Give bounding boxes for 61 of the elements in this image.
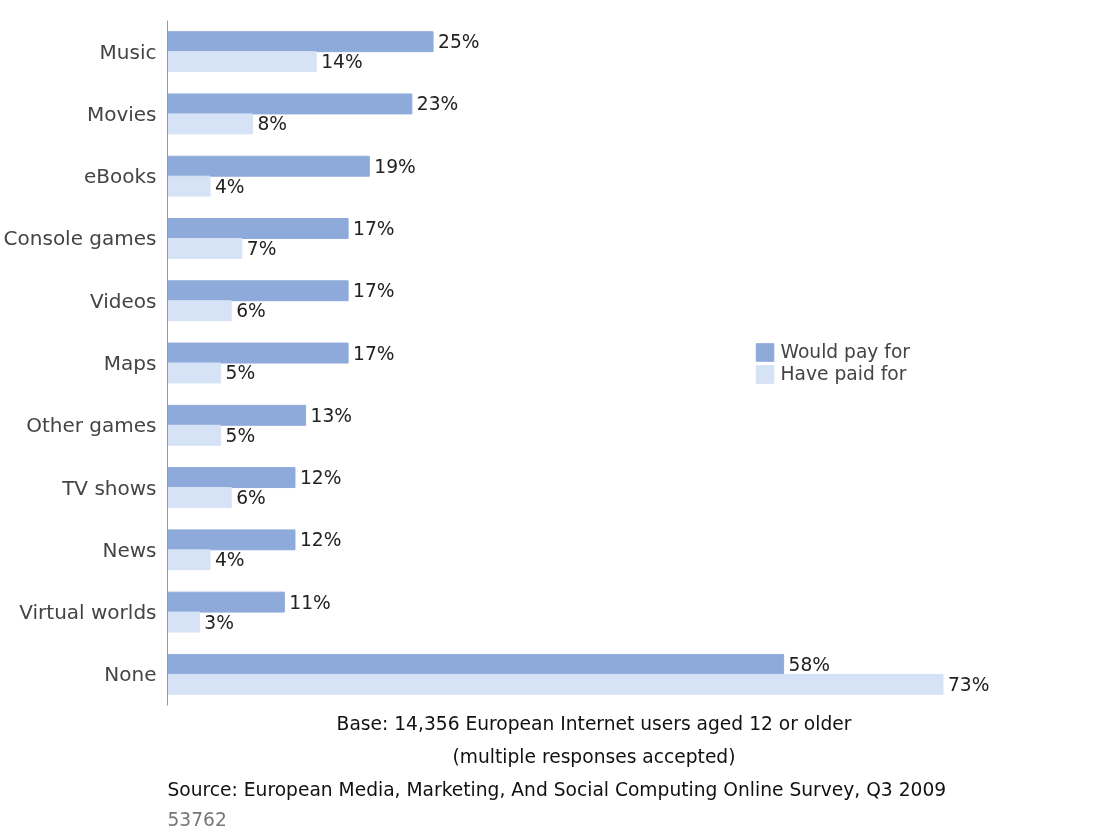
data-label: 8%	[257, 113, 288, 135]
y-tick-label: Movies	[86, 101, 157, 126]
data-label: 19%	[374, 155, 416, 177]
y-tick-label: eBooks	[84, 164, 157, 189]
bar	[167, 487, 232, 508]
bar	[167, 93, 413, 115]
y-tick-label: Videos	[90, 288, 157, 313]
data-label: 7%	[246, 237, 277, 259]
data-label: 17%	[353, 280, 395, 302]
data-label: 5%	[225, 362, 256, 384]
source-note: Source: European Media, Marketing, And Social Computing Online Survey, Q3 2009	[167, 778, 947, 800]
y-tick-label: Maps	[103, 351, 157, 375]
bar	[167, 280, 349, 302]
data-label: 17%	[353, 217, 395, 239]
bar	[167, 653, 785, 675]
data-label: 6%	[236, 300, 266, 322]
data-label: 73%	[947, 673, 990, 695]
bar	[167, 673, 944, 695]
bar	[167, 591, 285, 613]
data-label: 13%	[310, 404, 353, 426]
data-label: 14%	[321, 51, 363, 73]
data-label: 6%	[236, 487, 266, 509]
text: (multiple responses accepted)	[452, 745, 736, 767]
text: Base: 14,356 European Internet users aged 12 or older	[336, 712, 852, 734]
bar	[167, 31, 434, 53]
legend-label: Have paid for	[780, 363, 907, 384]
bar	[167, 218, 349, 239]
bar	[167, 611, 200, 633]
bar	[167, 529, 296, 551]
data-label: 58%	[788, 653, 831, 675]
data-label: 4%	[214, 549, 245, 571]
bar	[167, 362, 222, 384]
data-label: 17%	[353, 342, 395, 364]
bar	[167, 467, 296, 489]
bar	[167, 51, 317, 73]
y-tick-label: TV shows	[61, 475, 157, 500]
data-label: 12%	[299, 529, 342, 551]
data-label: 23%	[416, 93, 459, 115]
y-tick-label: Music	[99, 39, 157, 64]
bar	[167, 404, 307, 426]
bar	[167, 549, 211, 571]
y-tick-label: None	[104, 662, 157, 687]
y-tick-label: Other games	[26, 413, 157, 438]
y-tick-label: Virtual worlds	[19, 600, 157, 625]
bar	[167, 113, 253, 135]
data-label: 25%	[438, 31, 480, 53]
data-label: 3%	[204, 611, 234, 633]
data-label: 12%	[299, 467, 342, 489]
y-tick-label: Console games	[3, 226, 157, 251]
bar	[167, 237, 243, 259]
bar	[167, 175, 211, 197]
data-label: 4%	[214, 175, 245, 197]
data-label: 11%	[289, 591, 331, 613]
bar	[167, 300, 232, 322]
bar	[167, 155, 370, 177]
bar	[167, 424, 222, 446]
y-tick-label: News	[102, 537, 157, 562]
data-label: 5%	[225, 424, 256, 446]
legend-label: Would pay for	[780, 341, 910, 362]
bar	[167, 342, 349, 364]
text: 53762	[167, 808, 227, 830]
